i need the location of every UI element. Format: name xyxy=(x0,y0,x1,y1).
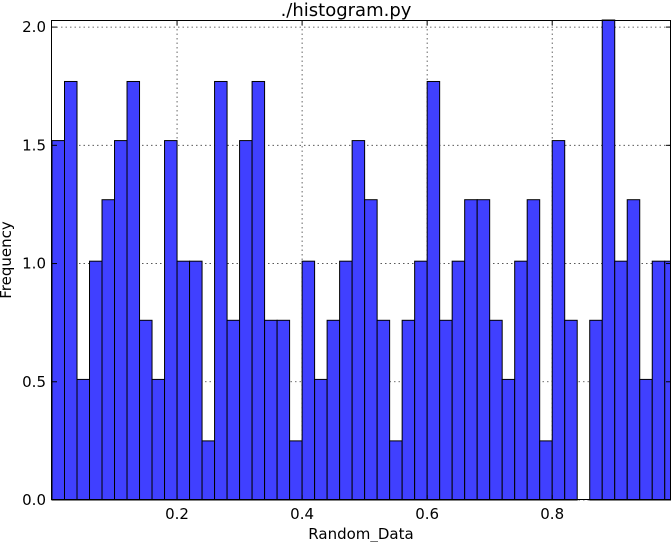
histogram-bar xyxy=(376,319,391,501)
histogram-bar xyxy=(589,319,603,501)
histogram-bar xyxy=(276,319,291,501)
histogram-bar xyxy=(426,80,441,501)
histogram-bar xyxy=(89,260,103,501)
histogram-bar xyxy=(101,199,116,501)
histogram-bar xyxy=(289,440,303,501)
histogram-bar xyxy=(464,199,478,501)
histogram-bar xyxy=(439,319,453,501)
histogram-bar xyxy=(639,378,653,501)
histogram-bar xyxy=(151,378,166,501)
histogram-bar xyxy=(51,140,66,501)
histogram-bar xyxy=(64,80,78,501)
histogram-bar xyxy=(564,319,578,501)
x-tick-label: 0.8 xyxy=(540,505,564,523)
y-tick-label: 0.0 xyxy=(22,491,46,509)
histogram-bar xyxy=(339,260,353,501)
histogram-bar xyxy=(526,199,541,501)
histogram-bar xyxy=(389,440,403,501)
histogram-bar xyxy=(226,319,241,501)
labels-layer: 0.2 0.4 0.6 0.8 0.0 0.5 1.0 1.5 2.0 xyxy=(22,18,564,523)
histogram-bar xyxy=(189,260,203,501)
histogram-bar xyxy=(539,440,553,501)
histogram-bar xyxy=(489,319,503,501)
histogram-bar xyxy=(201,440,216,501)
histogram-bar xyxy=(651,260,666,501)
histogram-bar xyxy=(626,199,641,501)
y-axis-label: Frequency xyxy=(0,221,15,299)
histogram-bar xyxy=(326,319,341,501)
histogram-bar xyxy=(401,319,416,501)
histogram-bar xyxy=(514,260,528,501)
histogram-bar xyxy=(176,260,191,501)
x-tick-label: 0.2 xyxy=(165,505,189,523)
histogram-bar xyxy=(614,260,628,501)
y-tick-label: 1.0 xyxy=(22,255,46,273)
histogram-bar xyxy=(264,319,278,501)
histogram-bar xyxy=(351,140,366,501)
bars-layer xyxy=(51,19,671,501)
histogram-bar xyxy=(551,140,566,501)
histogram-bar xyxy=(451,260,466,501)
histogram-bar xyxy=(76,378,91,501)
y-tick-label: 2.0 xyxy=(22,18,46,36)
histogram-bar xyxy=(601,19,616,501)
x-axis-label: Random_Data xyxy=(308,525,413,542)
histogram-bar xyxy=(164,140,178,501)
histogram-bar xyxy=(251,80,266,501)
histogram-bar xyxy=(114,140,128,501)
histogram-bar xyxy=(139,319,153,501)
histogram-bar xyxy=(364,199,378,501)
y-tick-label: 1.5 xyxy=(22,136,46,154)
histogram-bar xyxy=(214,80,228,501)
x-tick-label: 0.6 xyxy=(415,505,439,523)
histogram-bar xyxy=(126,80,141,501)
histogram-bar xyxy=(476,199,491,501)
histogram-bar xyxy=(301,260,316,501)
chart-title: ./histogram.py xyxy=(281,0,412,21)
histogram-bar xyxy=(314,378,328,501)
histogram-bar xyxy=(664,260,671,501)
histogram-bar xyxy=(414,260,428,501)
histogram-bar xyxy=(239,140,253,501)
histogram-bar xyxy=(501,378,516,501)
y-tick-label: 0.5 xyxy=(22,373,46,391)
x-tick-label: 0.4 xyxy=(290,505,314,523)
